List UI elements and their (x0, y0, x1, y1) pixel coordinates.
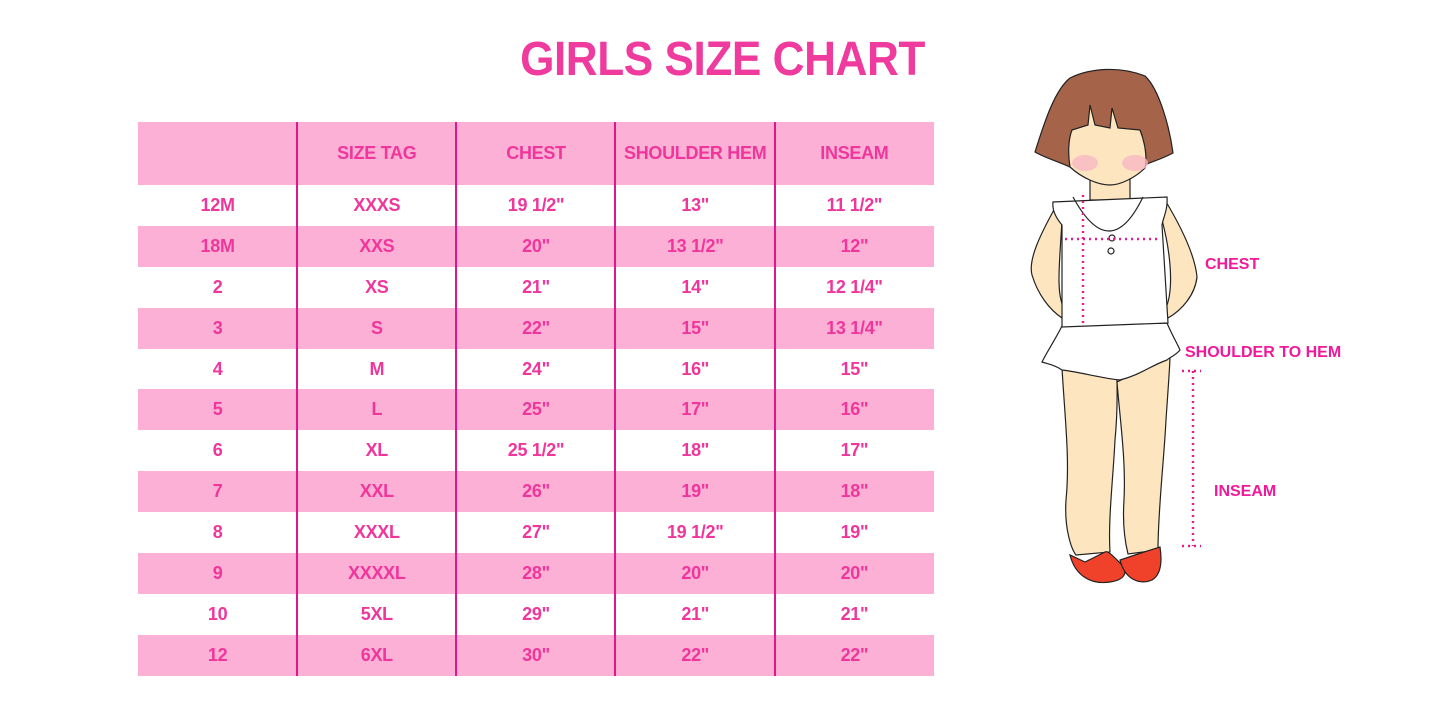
table-row: 8 XXXL 27" 19 1/2" 19" (138, 512, 934, 554)
table-cell: 14" (681, 276, 710, 297)
table-cell: M (369, 358, 385, 379)
inseam-label: INSEAM (1214, 483, 1277, 500)
table-cell: 28" (522, 562, 550, 583)
header-cell-chest: CHEST (506, 143, 566, 163)
table-row: 4 M 24" 16" 15" (138, 348, 934, 390)
table-cell: 19" (840, 522, 869, 543)
size-table: SIZE TAG CHEST SHOULDER HEM INSEAM 12M XX… (138, 122, 934, 676)
column-divider (614, 122, 616, 676)
header-cell (138, 122, 297, 185)
table-cell: XS (365, 276, 389, 297)
table-cell: 26" (522, 481, 550, 502)
table-cell: 13 1/4" (826, 317, 883, 338)
table-cell: 16" (840, 399, 869, 420)
table-cell: 20" (522, 235, 550, 256)
table-cell: 22" (681, 644, 710, 665)
table-row: 3 S 22" 15" 13 1/4" (138, 307, 934, 349)
table-cell: 25" (522, 399, 550, 420)
table-cell: 12 1/4" (826, 276, 883, 297)
header-cell-inseam: INSEAM (820, 143, 889, 163)
table-cell: 4 (212, 358, 223, 379)
table-cell: 17" (681, 399, 710, 420)
table-cell: 10 (207, 603, 228, 624)
table-cell: 12" (840, 235, 869, 256)
table-row: 9 XXXXL 28" 20" 20" (138, 553, 934, 594)
table-cell: 22" (840, 644, 869, 665)
column-divider (774, 122, 776, 676)
neckline (1072, 196, 1144, 232)
table-cell: 9 (212, 562, 223, 583)
table-row: 12M XXXS 19 1/2" 13" 11 1/2" (138, 185, 934, 226)
table-cell: 20" (681, 562, 710, 583)
table-cell: XXS (359, 235, 395, 256)
shoulder-to-hem-label: SHOULDER TO HEM (1185, 344, 1342, 361)
table-cell: 11 1/2" (826, 194, 883, 215)
button (1107, 247, 1115, 255)
table-row: 5 L 25" 17" 16" (138, 389, 934, 431)
table-cell: 21" (681, 603, 710, 624)
table-cell: XXXS (353, 194, 401, 215)
table-cell: 8 (212, 522, 223, 543)
measurement-illustration: CHEST SHOULDER TO HEM INSEAM (1010, 60, 1370, 670)
left-leg (1061, 367, 1118, 556)
table-cell: 3 (212, 317, 223, 338)
table-cell: XXXXL (348, 562, 406, 583)
table-cell: 21" (840, 603, 869, 624)
table-cell: XL (365, 440, 389, 461)
table-cell: 12M (200, 194, 235, 215)
table-cell: S (370, 317, 383, 338)
table-cell: 15" (681, 317, 710, 338)
table-row: 6 XL 25 1/2" 18" 17" (138, 430, 934, 472)
right-shoe (1119, 546, 1162, 583)
table-cell: 5XL (360, 603, 393, 624)
column-divider (455, 122, 457, 676)
header-cell-shoulder-hem: SHOULDER HEM (624, 143, 767, 163)
table-cell: 6XL (360, 644, 393, 665)
table-cell: 7 (212, 481, 223, 502)
left-shoe (1069, 551, 1126, 584)
table-cell: XXXL (353, 522, 400, 543)
table-row: 10 5XL 29" 21" 21" (138, 593, 934, 635)
table-cell: L (371, 399, 383, 420)
table-cell: 13 1/2" (666, 235, 724, 256)
table-cell: 6 (212, 440, 223, 461)
table-row: 12 6XL 30" 22" 22" (138, 634, 934, 676)
table-cell: 25 1/2" (507, 440, 565, 461)
table-cell: 13" (681, 194, 710, 215)
table-cell: 18M (200, 235, 235, 256)
table-cell: 17" (840, 440, 869, 461)
table-cell: 22" (522, 317, 550, 338)
header-cell-size-tag: SIZE TAG (337, 143, 417, 163)
table-cell: 24" (522, 358, 550, 379)
table-cell: 16" (681, 358, 710, 379)
table-row: 18M XXS 20" 13 1/2" 12" (138, 225, 934, 267)
right-arm (1161, 198, 1198, 319)
table-cell: 18" (840, 481, 869, 502)
left-arm (1030, 206, 1066, 319)
page-title: GIRLS SIZE CHART (520, 33, 925, 86)
table-cell: 12 (207, 644, 228, 665)
table-cell: 27" (522, 522, 550, 543)
table-cell: 15" (840, 358, 869, 379)
chest-label: CHEST (1205, 256, 1260, 273)
table-row: 2 XS 21" 14" 12 1/4" (138, 266, 934, 308)
right-leg (1116, 355, 1171, 555)
skirt (1041, 322, 1181, 381)
table-cell: 19 1/2" (507, 194, 565, 215)
table-cell: 19" (681, 481, 710, 502)
table-cell: 29" (522, 603, 550, 624)
table-header-row: SIZE TAG CHEST SHOULDER HEM INSEAM (138, 122, 934, 185)
table-cell: 18" (681, 440, 710, 461)
table-cell: 20" (840, 562, 869, 583)
table-cell: 21" (522, 276, 550, 297)
column-divider (296, 122, 298, 676)
table-cell: 30" (522, 644, 550, 665)
table-cell: 2 (212, 276, 223, 297)
shirt (1052, 196, 1169, 328)
table-row: 7 XXL 26" 19" 18" (138, 471, 934, 513)
girl-figure-illustration (1030, 68, 1201, 584)
table-cell: 19 1/2" (666, 522, 724, 543)
table-cell: XXL (359, 481, 394, 502)
table-cell: 5 (212, 399, 223, 420)
